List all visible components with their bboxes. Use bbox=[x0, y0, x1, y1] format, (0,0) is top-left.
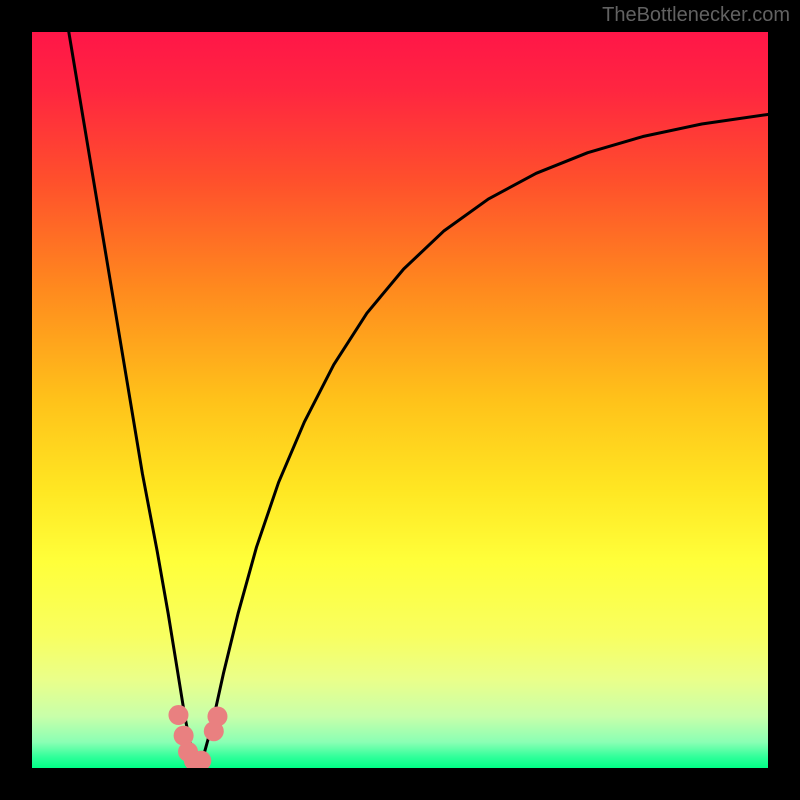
bottleneck-curve bbox=[69, 32, 768, 764]
plot-svg bbox=[32, 32, 768, 768]
chart-canvas: TheBottlenecker.com bbox=[0, 0, 800, 800]
marker-dot bbox=[207, 706, 227, 726]
watermark-text: TheBottlenecker.com bbox=[602, 4, 790, 27]
plot-area bbox=[32, 32, 768, 768]
marker-dot bbox=[168, 705, 188, 725]
